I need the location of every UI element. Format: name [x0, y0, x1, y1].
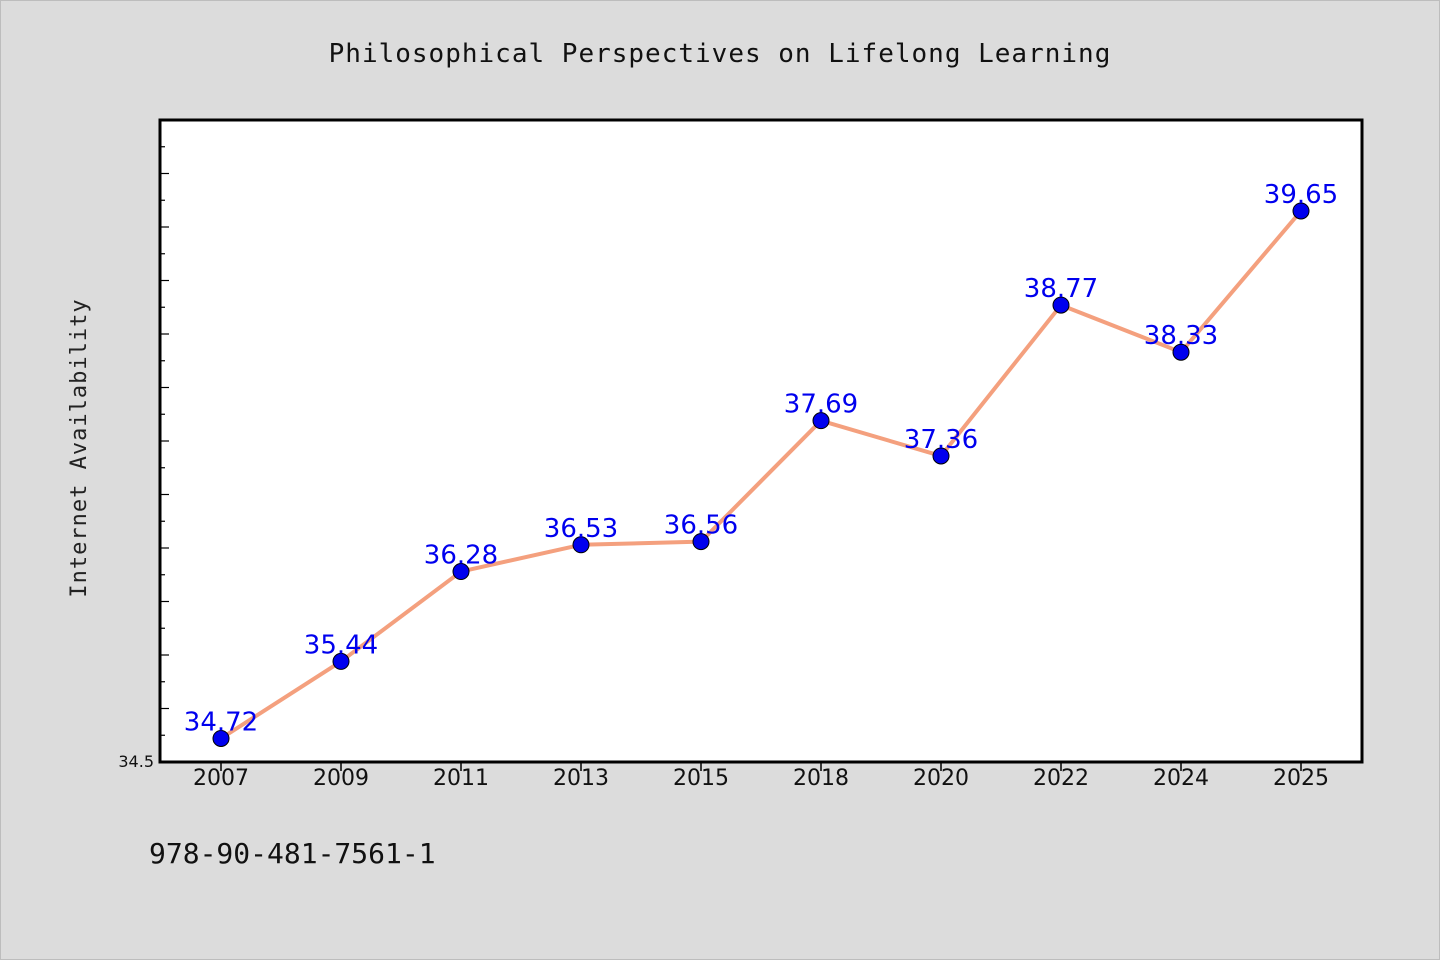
x-tick-label: 2009: [313, 766, 369, 791]
y-axis-label: Internet Availability: [67, 298, 92, 597]
x-tick-label: 2020: [913, 766, 969, 791]
x-tick-label: 2024: [1153, 766, 1209, 791]
x-tick-label: 2015: [673, 766, 729, 791]
data-label: 35.44: [304, 630, 378, 660]
plot-area: [158, 118, 1364, 764]
data-label: 36.53: [544, 514, 618, 544]
data-point-marker: [1052, 296, 1070, 314]
x-tick-label: 2022: [1033, 766, 1089, 791]
data-label: 37.69: [784, 390, 858, 420]
x-tick-label: 2007: [193, 766, 249, 791]
data-label: 36.56: [664, 511, 738, 541]
data-point-marker: [452, 563, 470, 581]
data-label: 38.77: [1024, 274, 1098, 304]
x-tick-label: 2011: [433, 766, 489, 791]
data-label: 39.65: [1264, 180, 1338, 210]
x-tick-label: 2018: [793, 766, 849, 791]
data-point-marker: [1292, 202, 1310, 220]
data-labels-group: 34.72 35.44 36.28 36.53 36.56 37.69 37.36 38.77…: [184, 180, 1338, 738]
data-label: 34.72: [184, 707, 258, 737]
data-point-marker: [812, 412, 830, 430]
x-axis-ticks: 2007 2009 2011 2013 2015 2018 2020 2022 2024 2025: [193, 762, 1329, 791]
x-tick-label: 2013: [553, 766, 609, 791]
data-point-marker: [332, 652, 350, 670]
chart-title: Philosophical Perspectives on Lifelong L…: [329, 39, 1112, 69]
data-point-marker: [692, 533, 710, 551]
data-label: 36.28: [424, 541, 498, 571]
data-label: 37.36: [904, 425, 978, 455]
data-point-marker: [1172, 343, 1190, 361]
isbn-footer: 978-90-481-7561-1: [149, 837, 436, 870]
x-tick-label: 2025: [1273, 766, 1329, 791]
series-line: [219, 208, 1303, 741]
data-point-marker: [932, 447, 950, 465]
y-axis-ticks: 34.5: [118, 146, 169, 771]
data-point-marker: [572, 536, 590, 554]
data-label: 38.33: [1144, 321, 1218, 351]
series-group: [212, 202, 1310, 747]
y-tick-label: 34.5: [118, 752, 154, 771]
data-point-marker: [212, 729, 230, 747]
